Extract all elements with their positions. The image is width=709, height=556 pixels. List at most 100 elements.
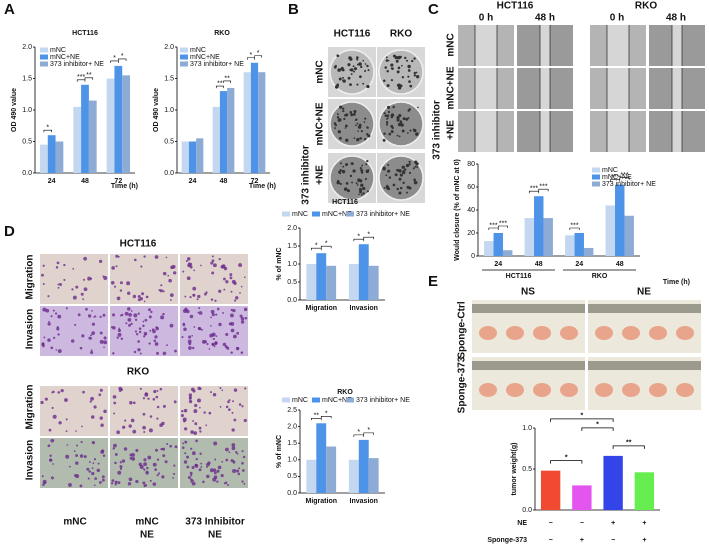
colony bbox=[409, 84, 413, 88]
sig-label: ** bbox=[314, 413, 320, 420]
legend-label: mNC+NE bbox=[50, 54, 80, 61]
cell bbox=[189, 265, 193, 269]
sig-bracket bbox=[320, 245, 332, 249]
bar bbox=[326, 265, 337, 300]
cell bbox=[241, 469, 245, 472]
colony bbox=[364, 117, 367, 120]
colony bbox=[390, 130, 394, 133]
cell bbox=[188, 346, 192, 350]
cell bbox=[116, 430, 120, 435]
cell bbox=[211, 313, 215, 317]
colony bbox=[366, 126, 369, 129]
sig-bracket bbox=[353, 238, 365, 242]
cell bbox=[198, 468, 202, 472]
cell bbox=[83, 287, 88, 292]
x-tick-label: 48 bbox=[220, 178, 228, 185]
cell bbox=[91, 467, 94, 470]
bar bbox=[316, 253, 327, 300]
sig-bracket bbox=[488, 227, 499, 230]
colony bbox=[365, 163, 368, 166]
cell bbox=[200, 264, 202, 267]
cell bbox=[137, 298, 141, 302]
cell bbox=[71, 288, 74, 291]
tumor bbox=[560, 326, 578, 340]
legend-label: mNC+NE bbox=[322, 211, 352, 218]
column-label: mNC bbox=[135, 517, 158, 528]
cell bbox=[215, 335, 218, 338]
cell bbox=[75, 285, 79, 289]
x-axis-label: Time (h) bbox=[663, 279, 690, 286]
sig-label: * bbox=[325, 241, 328, 248]
cell bbox=[173, 472, 176, 476]
cell bbox=[87, 276, 92, 281]
cell bbox=[43, 336, 46, 339]
cell bbox=[210, 391, 212, 394]
cell bbox=[194, 403, 198, 408]
bar bbox=[348, 264, 359, 300]
x-tick-label: Migration bbox=[306, 305, 338, 312]
cell bbox=[75, 454, 78, 457]
cell bbox=[43, 481, 46, 485]
legend-swatch bbox=[312, 397, 320, 403]
cell bbox=[130, 322, 133, 325]
colony bbox=[382, 166, 386, 171]
cell bbox=[236, 452, 239, 455]
cell bbox=[183, 327, 187, 332]
cell bbox=[55, 349, 58, 351]
cell bbox=[197, 326, 202, 331]
time-label: 48 h bbox=[535, 13, 555, 24]
cell bbox=[155, 395, 159, 399]
row-label: NE bbox=[517, 520, 527, 527]
cell bbox=[55, 266, 59, 269]
cell bbox=[244, 316, 248, 320]
cell bbox=[99, 315, 102, 319]
colony bbox=[367, 69, 370, 72]
cell bbox=[231, 411, 234, 414]
cell bbox=[144, 484, 148, 487]
colony bbox=[366, 159, 369, 163]
colony bbox=[357, 130, 359, 132]
row-cell: + bbox=[642, 520, 646, 527]
cell bbox=[120, 388, 124, 391]
cell bbox=[193, 409, 198, 414]
bar bbox=[243, 72, 251, 173]
cell bbox=[143, 431, 146, 434]
legend-label: 373 inhibitor+ NE bbox=[602, 181, 656, 188]
colony bbox=[385, 56, 388, 59]
cell bbox=[60, 389, 64, 393]
cell bbox=[112, 395, 117, 399]
colony bbox=[404, 56, 407, 60]
sig-bracket bbox=[569, 227, 580, 230]
colony bbox=[399, 120, 403, 124]
cell bbox=[113, 412, 116, 415]
cell bbox=[72, 268, 75, 270]
cell bbox=[141, 292, 145, 296]
sig-bracket bbox=[254, 55, 263, 58]
row-cell: − bbox=[549, 520, 553, 527]
cell bbox=[80, 292, 84, 296]
cell bbox=[134, 330, 138, 333]
sig-label: ** bbox=[224, 75, 230, 82]
cell bbox=[50, 476, 54, 480]
chart-title: HCT116 bbox=[72, 30, 98, 37]
cell bbox=[128, 323, 131, 327]
colony bbox=[349, 174, 353, 178]
sig-label: * bbox=[257, 50, 260, 57]
cell bbox=[198, 311, 203, 315]
colony bbox=[361, 164, 364, 167]
cell bbox=[224, 481, 228, 484]
bar bbox=[258, 72, 266, 173]
cell bbox=[154, 255, 159, 259]
cell bbox=[112, 352, 115, 355]
cell bbox=[211, 255, 214, 258]
colony bbox=[359, 166, 362, 170]
sig-label: ** bbox=[86, 72, 92, 79]
colony bbox=[336, 180, 341, 185]
x-tick-label: Invasion bbox=[350, 305, 378, 312]
cell bbox=[195, 457, 198, 461]
wound-gap bbox=[475, 25, 497, 66]
cell bbox=[79, 346, 83, 350]
cell bbox=[241, 450, 244, 453]
cell bbox=[230, 459, 234, 463]
cell bbox=[57, 283, 60, 286]
